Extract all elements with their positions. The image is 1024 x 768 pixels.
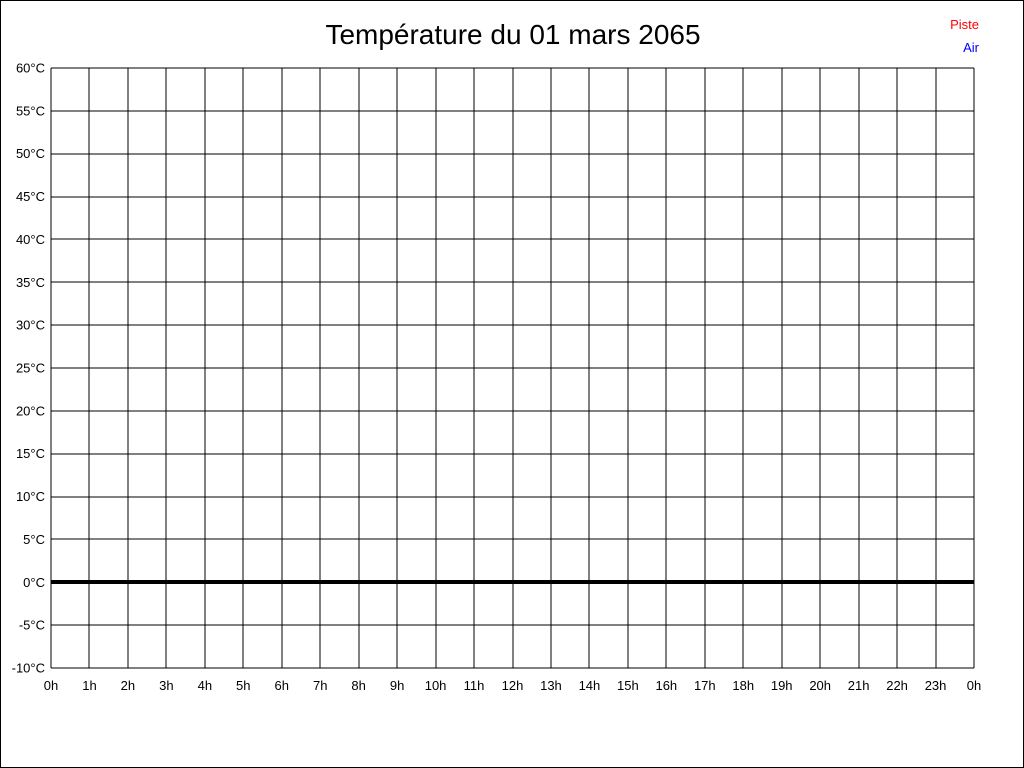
- y-tick-label: 25°C: [16, 361, 45, 376]
- x-tick-label: 1h: [82, 678, 96, 693]
- x-tick-label: 4h: [198, 678, 212, 693]
- x-tick-label: 21h: [848, 678, 870, 693]
- x-tick-label: 20h: [809, 678, 831, 693]
- y-tick-label: 35°C: [16, 275, 45, 290]
- x-tick-label: 0h: [967, 678, 981, 693]
- chart-title: Température du 01 mars 2065: [325, 19, 701, 50]
- legend: Piste Air: [950, 13, 979, 59]
- x-tick-label: 7h: [313, 678, 327, 693]
- x-tick-label: 16h: [655, 678, 677, 693]
- y-tick-label: 5°C: [23, 532, 45, 547]
- y-tick-label: 50°C: [16, 146, 45, 161]
- x-tick-label: 10h: [425, 678, 447, 693]
- y-tick-label: -5°C: [19, 618, 45, 633]
- y-tick-label: 0°C: [23, 575, 45, 590]
- x-tick-label: 23h: [925, 678, 947, 693]
- legend-item-air: Air: [963, 40, 979, 55]
- x-tick-label: 19h: [771, 678, 793, 693]
- y-tick-label: 30°C: [16, 318, 45, 333]
- x-tick-label: 17h: [694, 678, 716, 693]
- x-tick-label: 5h: [236, 678, 250, 693]
- x-tick-label: 18h: [732, 678, 754, 693]
- y-tick-label: 60°C: [16, 61, 45, 76]
- y-tick-label: 55°C: [16, 103, 45, 118]
- x-tick-label: 3h: [159, 678, 173, 693]
- legend-item-piste: Piste: [950, 17, 979, 32]
- x-tick-label: 15h: [617, 678, 639, 693]
- x-tick-label: 12h: [502, 678, 524, 693]
- y-tick-label: -10°C: [12, 661, 45, 676]
- y-tick-label: 15°C: [16, 446, 45, 461]
- x-tick-label: 11h: [464, 678, 485, 693]
- y-tick-label: 10°C: [16, 489, 45, 504]
- x-tick-label: 9h: [390, 678, 404, 693]
- x-tick-label: 8h: [351, 678, 365, 693]
- y-tick-label: 20°C: [16, 403, 45, 418]
- x-tick-label: 6h: [275, 678, 289, 693]
- x-tick-label: 22h: [886, 678, 908, 693]
- x-tick-label: 2h: [121, 678, 135, 693]
- x-tick-label: 13h: [540, 678, 562, 693]
- x-tick-label: 14h: [579, 678, 601, 693]
- y-tick-label: 40°C: [16, 232, 45, 247]
- x-tick-label: 0h: [44, 678, 58, 693]
- y-tick-label: 45°C: [16, 189, 45, 204]
